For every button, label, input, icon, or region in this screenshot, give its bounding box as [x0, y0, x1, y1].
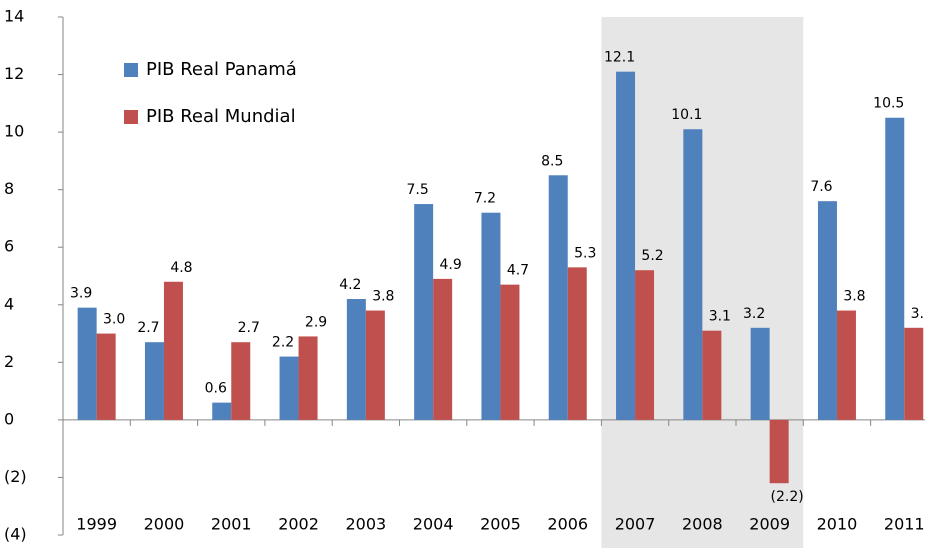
value-label: 4.7	[507, 263, 529, 279]
bar	[769, 419, 789, 484]
y-tick-label: 2	[4, 352, 14, 371]
bar	[683, 129, 703, 420]
x-tick-label: 2000	[144, 515, 185, 534]
value-label: 4.2	[339, 277, 361, 293]
x-tick-label: 2010	[817, 515, 858, 534]
bar	[481, 212, 501, 420]
x-tick-label: 2009	[749, 515, 790, 534]
y-tick-label: (2)	[4, 467, 27, 486]
value-label: 4.9	[440, 257, 462, 273]
bar	[433, 278, 453, 420]
value-label: 5.3	[574, 245, 596, 261]
x-tick-label: 1999	[76, 515, 117, 534]
value-label: 8.5	[541, 153, 563, 169]
bar	[298, 336, 318, 420]
bar	[414, 204, 434, 420]
value-label: 2.2	[272, 335, 294, 351]
bar	[567, 267, 587, 420]
x-tick-label: 2007	[615, 515, 656, 534]
value-label: 2.9	[305, 314, 327, 330]
bar	[212, 402, 232, 420]
value-label: 10.5	[873, 96, 904, 112]
bar	[144, 342, 164, 420]
bar	[635, 270, 655, 420]
y-tick-label: 6	[4, 237, 14, 256]
value-label: 2.7	[238, 320, 260, 336]
x-tick-label: 2008	[682, 515, 723, 534]
legend-swatch	[124, 63, 138, 77]
y-tick-label: 8	[4, 179, 14, 198]
bar	[750, 327, 770, 420]
x-tick-label: 2011	[884, 515, 925, 534]
x-tick-label: 2005	[480, 515, 521, 534]
bar	[904, 327, 924, 420]
y-tick-label: 4	[4, 294, 14, 313]
y-tick-label: 0	[4, 409, 14, 428]
bar	[365, 310, 385, 420]
bar	[163, 281, 183, 420]
value-label: 5.2	[641, 248, 663, 264]
value-label: 7.6	[810, 179, 832, 195]
x-tick-label: 2002	[278, 515, 319, 534]
value-label: 3.9	[70, 286, 92, 302]
bar	[96, 333, 116, 420]
bar	[548, 175, 568, 420]
x-tick-label: 2004	[413, 515, 454, 534]
value-label: 2.7	[137, 320, 159, 336]
bar	[616, 71, 636, 420]
y-tick-label: 14	[4, 7, 24, 26]
legend-label: PIB Real Mundial	[146, 106, 296, 127]
value-label: 3.1	[709, 309, 731, 325]
legend-swatch	[124, 110, 138, 124]
x-tick-label: 2001	[211, 515, 252, 534]
value-label: 4.8	[170, 260, 192, 276]
bar	[885, 117, 905, 420]
value-label: 3.2	[911, 306, 925, 322]
value-label: 7.5	[407, 182, 429, 198]
value-label: 7.2	[474, 191, 496, 207]
value-label: 3.2	[743, 306, 765, 322]
bar	[817, 201, 837, 420]
x-tick-label: 2003	[345, 515, 386, 534]
value-label: 12.1	[604, 50, 635, 66]
bar	[702, 330, 722, 420]
x-tick-label: 2006	[547, 515, 588, 534]
bar	[231, 342, 251, 420]
value-label: 3.0	[103, 312, 125, 328]
bar	[500, 284, 520, 420]
legend-label: PIB Real Panamá	[146, 59, 297, 80]
bar	[279, 356, 299, 420]
bar	[836, 310, 856, 420]
bar	[77, 307, 97, 420]
value-label: 10.1	[671, 107, 702, 123]
value-label: 3.8	[843, 289, 865, 305]
y-tick-label: 12	[4, 64, 24, 83]
value-label: 3.8	[372, 289, 394, 305]
bar	[346, 299, 366, 420]
value-label: (2.2)	[771, 489, 804, 505]
y-tick-label: 10	[4, 122, 24, 141]
value-label: 0.6	[205, 381, 227, 397]
y-tick-label: (4)	[4, 525, 27, 544]
